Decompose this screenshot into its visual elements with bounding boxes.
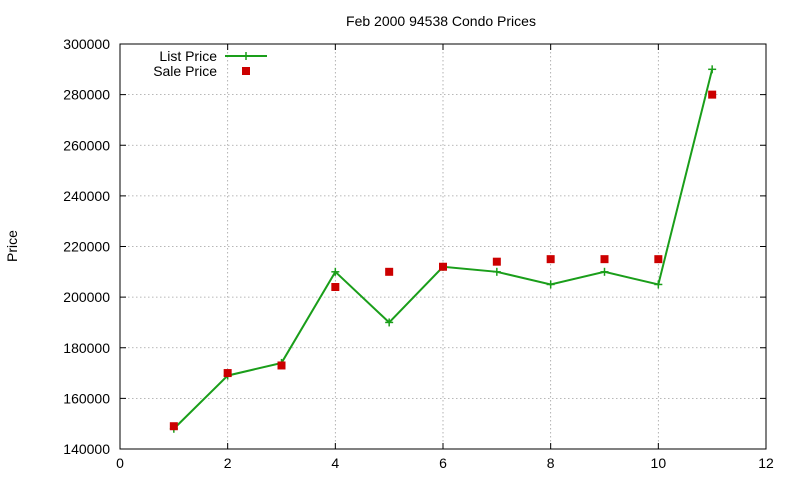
y-tick-label: 140000 xyxy=(63,441,110,457)
sale-price-point xyxy=(385,267,394,276)
chart-title: Feb 2000 94538 Condo Prices xyxy=(346,13,536,29)
legend-label-list-price: List Price xyxy=(159,48,217,64)
legend: List Price Sale Price xyxy=(153,48,267,79)
y-axis-tick-labels: 140000 160000 180000 200000 220000 240000 2600… xyxy=(63,36,110,457)
list-price-point xyxy=(654,280,663,289)
x-tick-label: 6 xyxy=(439,455,447,471)
y-tick-label: 180000 xyxy=(63,340,110,356)
sale-price-point xyxy=(223,369,232,378)
legend-cross xyxy=(242,52,250,60)
sale-price-point xyxy=(546,255,555,264)
y-tick-label: 260000 xyxy=(63,137,110,153)
list-price-point xyxy=(600,267,609,276)
legend-square xyxy=(242,67,250,75)
y-tick-label: 160000 xyxy=(63,390,110,406)
y-axis-label: Price xyxy=(4,230,20,262)
list-price-point xyxy=(546,280,555,289)
sale-price-point xyxy=(492,257,501,266)
y-tick-label: 240000 xyxy=(63,188,110,204)
list-price-point xyxy=(708,65,717,74)
sale-price-point xyxy=(708,90,717,99)
list-price-point xyxy=(492,267,501,276)
sale-price-point xyxy=(654,255,663,264)
series xyxy=(169,65,717,433)
x-tick-label: 8 xyxy=(547,455,555,471)
sale-price-point xyxy=(169,422,178,431)
sale-price-point xyxy=(277,361,286,370)
x-tick-label: 12 xyxy=(758,455,774,471)
legend-label-sale-price: Sale Price xyxy=(153,63,217,79)
y-tick-label: 220000 xyxy=(63,239,110,255)
list-price-point xyxy=(331,267,340,276)
x-axis-tick-labels: 0 2 4 6 8 10 12 xyxy=(116,455,774,471)
x-tick-label: 2 xyxy=(224,455,232,471)
grid xyxy=(120,44,766,449)
y-tick-label: 280000 xyxy=(63,87,110,103)
x-tick-label: 10 xyxy=(651,455,667,471)
legend-marker-list-price xyxy=(225,52,267,60)
sale-price-point xyxy=(439,262,447,271)
x-tick-label: 0 xyxy=(116,455,124,471)
y-tick-label: 300000 xyxy=(63,36,110,52)
x-tick-label: 4 xyxy=(331,455,339,471)
list-price-point xyxy=(385,318,394,327)
axis-ticks xyxy=(119,43,767,450)
sale-price-point xyxy=(600,255,609,264)
y-tick-label: 200000 xyxy=(63,289,110,305)
sale-price-point xyxy=(331,283,340,291)
legend-marker-sale-price xyxy=(242,67,250,75)
